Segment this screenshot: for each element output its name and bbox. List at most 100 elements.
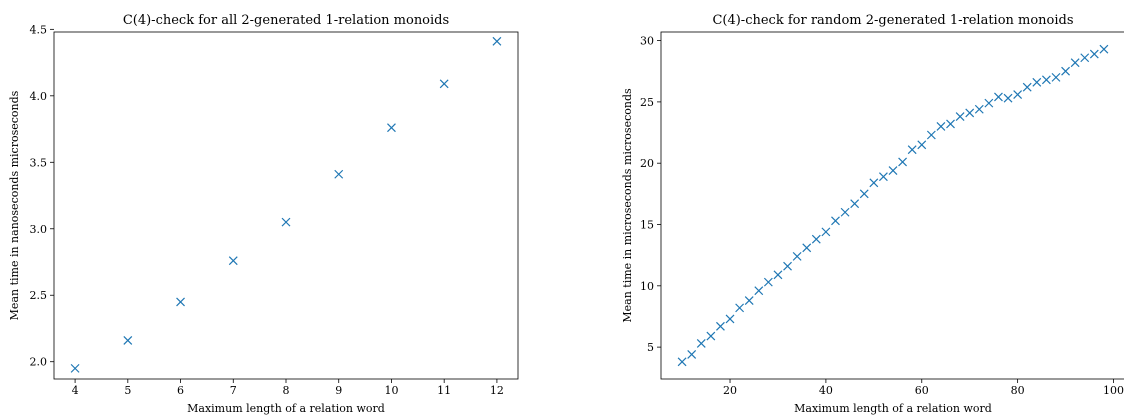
x-tick-label: 11: [437, 384, 451, 397]
data-point: [965, 108, 975, 118]
data-point-stroke: [974, 104, 984, 114]
data-point-stroke: [1061, 66, 1070, 76]
data-point-stroke: [1041, 75, 1051, 85]
data-point: [696, 339, 706, 348]
chart-left-xlabel: Maximum length of a relation word: [187, 402, 385, 415]
data-point: [70, 363, 80, 373]
data-point: [334, 169, 344, 179]
data-point-stroke: [1032, 77, 1042, 87]
data-point-stroke: [763, 277, 773, 287]
data-point-stroke: [1099, 44, 1109, 54]
data-point: [926, 130, 936, 140]
data-point-stroke: [176, 297, 185, 307]
data-point-stroke: [878, 172, 888, 182]
chart-right-ticks: 20 40 60 80 100 5 10 15 20 25 30: [640, 35, 1124, 397]
x-tick-label: 4: [72, 384, 79, 397]
data-point-stroke: [744, 296, 754, 305]
data-point-stroke: [831, 216, 840, 226]
data-point-stroke: [840, 207, 850, 217]
data-point: [439, 79, 449, 89]
data-point-stroke: [936, 121, 946, 131]
data-point-stroke: [1051, 72, 1061, 82]
data-point-stroke: [281, 217, 291, 227]
data-point-stroke: [492, 36, 502, 46]
data-point-stroke: [687, 350, 697, 359]
data-point-stroke: [1080, 53, 1090, 63]
data-point-stroke: [334, 169, 344, 179]
data-point: [773, 270, 783, 280]
data-point: [802, 243, 812, 253]
data-point-stroke: [725, 314, 735, 324]
data-point: [917, 140, 927, 150]
data-point: [763, 277, 773, 287]
chart-left-ticks: 4 5 6 7 8 9 10 11 12 2.0 2.5 3.0 3.5 4.0 4.5: [30, 23, 504, 397]
y-tick-label: 25: [640, 96, 654, 109]
data-point-stroke: [955, 112, 965, 122]
data-point-stroke: [802, 243, 812, 253]
data-point-stroke: [811, 234, 821, 244]
data-point: [228, 256, 238, 266]
x-tick-label: 20: [723, 384, 737, 397]
data-point: [1099, 44, 1109, 54]
data-point: [281, 217, 291, 227]
data-point: [754, 286, 764, 296]
x-tick-label: 8: [283, 384, 290, 397]
chart-right-ylabel: Mean time in microseconds microseconds: [621, 88, 634, 323]
chart-left-ylabel: Mean time in nanoseconds microseconds: [8, 90, 21, 320]
data-point-stroke: [898, 157, 908, 167]
x-tick-label: 6: [177, 384, 184, 397]
data-point: [869, 178, 879, 188]
chart-right-plot-area: [660, 31, 1124, 380]
chart-left: C(4)-check for all 2-generated 1-relatio…: [8, 13, 519, 415]
data-point-stroke: [1022, 82, 1032, 92]
y-tick-label: 15: [640, 219, 654, 232]
data-point-stroke: [1070, 58, 1080, 68]
data-point: [907, 145, 917, 155]
data-point: [716, 321, 725, 331]
data-point: [1051, 72, 1061, 82]
x-tick-label: 9: [335, 384, 342, 397]
data-point: [492, 36, 502, 46]
data-point: [176, 297, 185, 307]
x-tick-label: 5: [124, 384, 131, 397]
data-point: [1080, 53, 1090, 63]
data-point: [783, 261, 792, 271]
x-tick-label: 12: [490, 384, 504, 397]
chart-right-markers: [677, 44, 1109, 367]
data-point-stroke: [917, 140, 927, 150]
data-point: [1022, 82, 1032, 92]
data-point: [387, 123, 396, 133]
y-tick-label: 5: [647, 341, 654, 354]
y-tick-label: 2.5: [30, 289, 48, 302]
data-point-stroke: [859, 189, 869, 199]
data-point-stroke: [1003, 93, 1013, 103]
data-point: [1041, 75, 1051, 85]
x-tick-label: 7: [230, 384, 237, 397]
data-point: [878, 172, 888, 182]
x-tick-label: 10: [384, 384, 398, 397]
chart-right: C(4)-check for random 2-generated 1-rela…: [621, 13, 1124, 415]
data-point: [821, 227, 831, 237]
y-tick-label: 10: [640, 280, 654, 293]
data-point-stroke: [439, 79, 449, 89]
y-tick-label: 30: [640, 35, 654, 48]
data-point: [735, 303, 745, 313]
data-point-stroke: [706, 331, 716, 341]
y-tick-label: 3.0: [30, 223, 48, 236]
data-point-stroke: [387, 123, 396, 133]
data-point: [792, 251, 802, 261]
chart-right-title: C(4)-check for random 2-generated 1-rela…: [712, 13, 1073, 28]
data-point: [1061, 66, 1070, 76]
data-point: [811, 234, 821, 244]
data-point-stroke: [123, 336, 133, 345]
x-tick-label: 40: [819, 384, 833, 397]
data-point: [898, 157, 908, 167]
chart-right-xlabel: Maximum length of a relation word: [794, 402, 992, 415]
data-point: [1089, 49, 1099, 59]
x-tick-label: 100: [1103, 384, 1124, 397]
data-point: [706, 331, 716, 341]
data-point-stroke: [735, 303, 745, 313]
data-point: [725, 314, 735, 324]
data-point: [744, 296, 754, 305]
